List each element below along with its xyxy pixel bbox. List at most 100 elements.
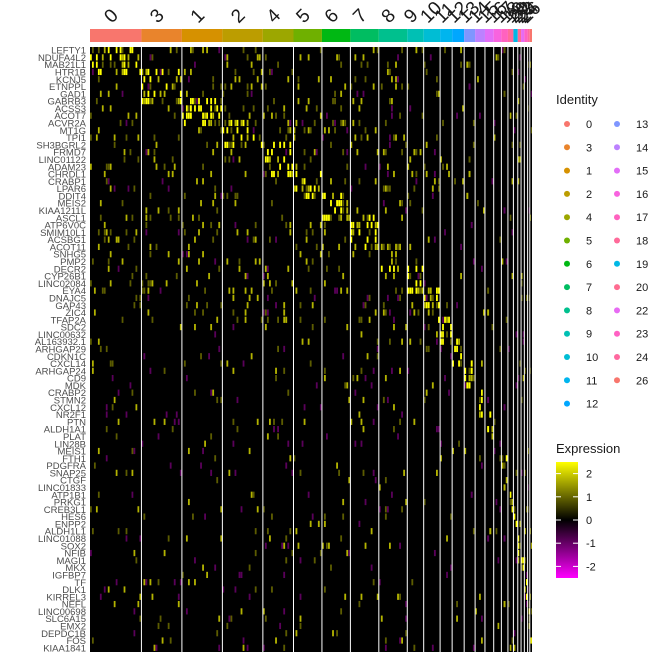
heatmap-cell [214,192,217,199]
heatmap-cell [293,455,296,462]
heatmap-cell [376,593,379,600]
heatmap-cell [431,309,434,316]
heatmap-cell [519,156,521,163]
heatmap-cell [386,506,389,513]
heatmap-cell [411,579,414,586]
heatmap-cell [236,316,239,323]
heatmap-cell [147,280,150,287]
heatmap-cell [479,112,481,119]
heatmap-cell [107,586,110,593]
heatmap-cell [386,396,389,404]
x-tick-label: 7 [349,5,371,27]
identity-legend-key [564,237,570,244]
y-tick-label: MDK [65,381,87,392]
heatmap-cell [517,178,520,185]
heatmap-cell [366,221,369,229]
y-tick-label: CREB3L1 [44,505,86,516]
heatmap-cell [380,265,383,272]
identity-legend-label: 16 [636,189,648,201]
heatmap-cell [517,375,520,382]
heatmap-cell [427,287,430,294]
heatmap-cell [194,389,196,396]
heatmap-cell [275,236,277,243]
heatmap-cell [423,302,426,309]
identity-legend-label: 12 [586,399,598,411]
heatmap-cell [157,76,160,83]
heatmap-cell [129,280,132,287]
heatmap-cell [493,447,496,455]
identity-legend-label: 24 [636,352,648,364]
heatmap-cell [456,345,458,353]
heatmap-cell [399,637,401,644]
heatmap-cell [208,119,211,127]
heatmap-cell [234,221,237,229]
heatmap-cell [127,61,130,68]
heatmap-cell [121,316,124,323]
heatmap-cell [135,61,138,68]
heatmap-cell [99,345,102,353]
heatmap-cell [155,141,158,148]
heatmap-cell [141,98,144,105]
heatmap-cell [250,353,253,360]
identity-legend-key [564,307,570,314]
heatmap-cell [149,214,152,221]
heatmap-cell [382,396,385,404]
y-tick-label: ACOT7 [54,111,86,122]
heatmap-cell [472,119,475,127]
heatmap-cell [183,360,186,367]
heatmap-cell [210,170,213,178]
heatmap-cell [194,323,196,331]
heatmap-cell [522,564,525,571]
heatmap-cell [470,360,473,367]
heatmap-cell [232,323,235,331]
heatmap-cell [431,185,434,192]
heatmap-cell [399,418,401,425]
heatmap-cell [388,68,391,76]
heatmap-cell [113,141,116,148]
heatmap-cell [374,221,377,229]
x-tick-label: 4 [263,5,286,28]
heatmap-cell [268,236,271,243]
heatmap-cell [240,141,243,148]
heatmap-cell [169,214,172,221]
heatmap-cell [368,214,371,221]
heatmap-cell [121,90,124,97]
heatmap-cell [250,61,253,68]
heatmap-cell [295,287,298,294]
heatmap-cell [454,345,456,353]
heatmap-cell [246,83,249,90]
heatmap-cell [97,491,100,498]
heatmap-cell [519,360,521,367]
heatmap-cell [171,426,174,433]
heatmap-cell [393,323,395,331]
heatmap-cell [376,404,379,411]
heatmap-cell [524,557,526,564]
heatmap-cell [358,221,361,229]
heatmap-cell [384,149,387,156]
heatmap-cell [470,491,473,498]
heatmap-cell [232,156,235,163]
heatmap-cell [293,134,296,141]
heatmap-cell [442,316,444,323]
heatmap-cell [366,353,369,360]
heatmap-cell [352,98,355,105]
heatmap-cell [165,280,168,287]
heatmap-cell [281,214,284,221]
heatmap-cell [360,593,363,600]
heatmap-cell [386,294,389,302]
heatmap-cell [342,192,345,199]
heatmap-cell [103,221,106,229]
heatmap-cell [147,98,150,105]
heatmap-cell [179,469,182,476]
cluster-bar-23 [524,29,528,42]
heatmap-cell [238,258,241,265]
heatmap-cell [352,221,355,229]
heatmap-cell [91,47,94,54]
heatmap-cell [405,323,408,331]
heatmap-cell [194,309,196,316]
heatmap-cell [149,83,152,90]
heatmap-cell [246,644,249,651]
heatmap-cell [109,251,112,258]
heatmap-cell [187,112,190,119]
expression-legend-label: -2 [586,561,596,573]
